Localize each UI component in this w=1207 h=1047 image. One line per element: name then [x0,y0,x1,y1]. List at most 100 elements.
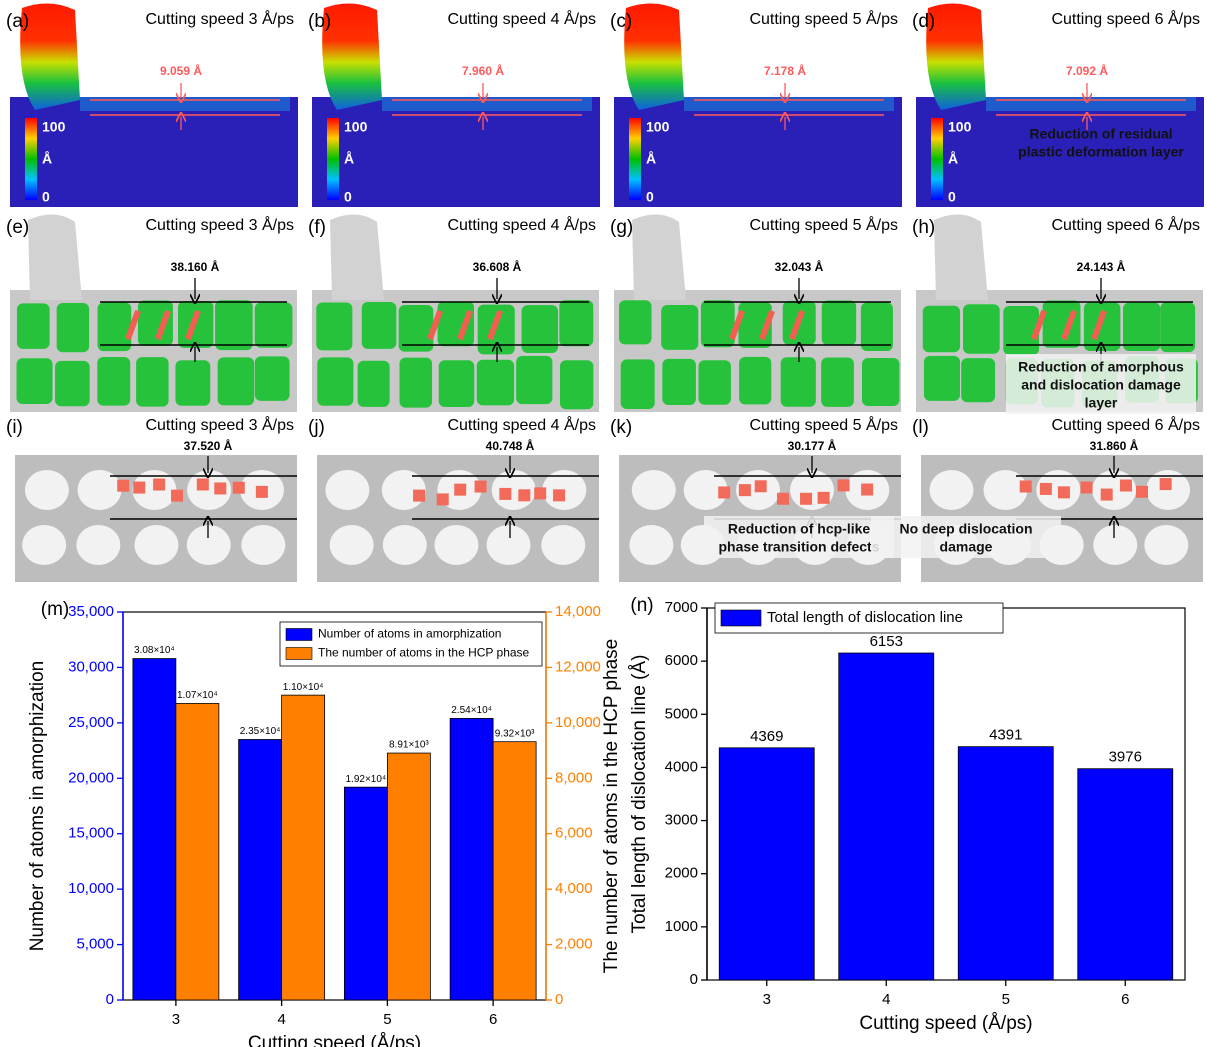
surface-layer [80,97,290,111]
tool [632,214,686,300]
image-panel: 40.748 Å (j) Cutting speed 4 Å/ps [308,415,599,582]
note: No deep dislocation [899,521,1032,537]
note: damage [940,539,993,555]
grain [215,300,253,351]
hcp-band [1091,309,1107,341]
image-panel: 100 Å 0 7.178 Å (c) Cutting speed 5 Å/ps [610,3,902,207]
defect [738,484,751,497]
y-tick-label: 0 [690,971,698,988]
bar [1077,768,1174,981]
void [24,470,69,510]
bar [238,739,283,1001]
defect [777,492,790,505]
hcp-band [427,309,443,341]
image-panel: 100 Å 0 7.092 Å (d) Cutting speed 6 Å/ps Reduc… [912,3,1204,207]
void [1093,525,1138,565]
bar [449,718,494,1001]
defect [837,479,850,492]
grain [254,356,290,401]
grain [698,360,731,405]
bar [957,746,1054,981]
measure-label: 7.178 Å [764,63,806,78]
image-panel: 37.520 Å (i) Cutting speed 3 Å/ps [6,415,297,582]
colorbar [327,118,339,200]
grain [923,355,961,401]
y-tick-label: 2000 [665,865,698,882]
defect [754,480,767,493]
grain [861,357,900,407]
bar [175,703,220,1001]
note-box [1006,354,1196,414]
x-axis-label: Cutting speed (Å/ps) [248,1033,421,1047]
defect [171,489,184,502]
x-tick-label: 5 [383,1011,391,1028]
colorbar-label: 100 [646,119,670,135]
bar [718,747,815,981]
image-panel: 36.608 Å (f) Cutting speed 4 Å/ps [308,214,599,412]
colorbar-label: 0 [344,189,352,205]
value-label: 1.10×10⁴ [283,682,324,693]
defect [499,487,512,500]
tool [28,214,82,300]
grain [1042,300,1081,348]
defect [153,478,166,491]
value-label: 4369 [750,728,783,745]
grain [662,358,696,405]
grain [516,355,553,405]
panel-label: (k) [610,417,632,438]
image-panel: 24.143 Å (h) Cutting speed 6 Å/ps Reduction… [912,214,1203,414]
x-axis-label: Cutting speed (Å/ps) [859,1013,1032,1034]
colorbar [629,118,641,200]
value-label: 1.07×10⁴ [177,690,218,701]
defect [553,489,566,502]
grain [1160,302,1196,353]
panel-title: Cutting speed 6 Å/ps [1051,215,1200,234]
defect [133,481,146,494]
value-label: 2.54×10⁴ [451,705,492,716]
panel-label: (l) [912,417,929,438]
defect [255,485,268,498]
void [541,525,586,565]
legend-box [279,621,543,667]
panel-label: (d) [912,11,935,32]
legend-label: Number of atoms in amorphization [318,627,501,641]
grain [438,360,475,408]
grain [357,360,390,407]
defect [1119,479,1132,492]
panel-label: (h) [912,217,935,238]
bar [132,658,177,1001]
panel-label: (n) [630,595,653,616]
hcp-band [125,309,141,341]
panel-label: (c) [610,11,632,32]
hcp-band [1031,309,1047,341]
void [76,525,121,565]
value-label: 1.92×10⁴ [346,774,387,785]
void [629,525,674,565]
x-tick-label: 4 [882,991,890,1008]
grain [97,302,132,352]
void [929,470,974,510]
grain [521,305,559,354]
y-tick-label: 30,000 [68,658,114,675]
workpiece [614,97,902,207]
colorbar [25,118,37,200]
void [382,525,427,565]
grain [55,360,90,407]
x-tick-label: 6 [489,1011,497,1028]
legend-label: The number of atoms in the HCP phase [318,646,530,660]
legend-label: Total length of dislocation line [767,609,963,626]
defect [800,492,813,505]
surface-layer [684,97,894,111]
legend-swatch [285,628,313,641]
grain [175,360,211,406]
colorbar-label: Å [948,151,958,167]
value-label: 6153 [870,633,903,650]
grain [962,304,1000,354]
void [1144,525,1189,565]
y-tick-label: 0 [106,991,114,1008]
grain [821,300,857,346]
panel-title: Cutting speed 5 Å/ps [749,9,898,28]
panel-label: (m) [41,599,69,620]
y-tick-label: 1000 [665,918,698,935]
defect [518,489,531,502]
